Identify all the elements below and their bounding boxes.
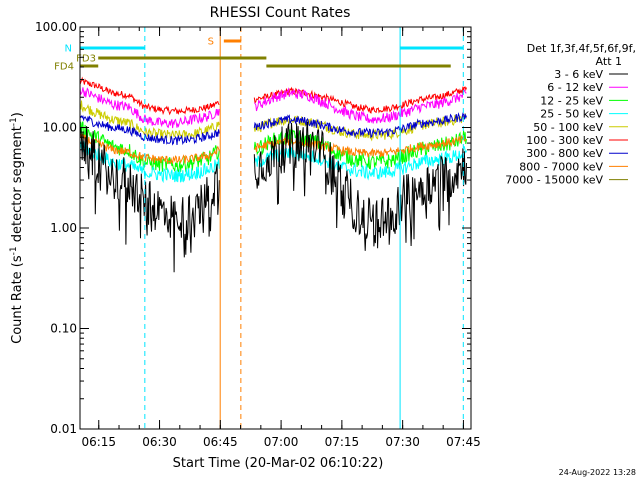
x-tick-label-2: 06:45 <box>203 435 238 449</box>
series-line-6-1 <box>80 114 220 146</box>
x-axis: 06:15 06:30 06:45 07:00 07:15 07:30 07:45 <box>81 27 481 449</box>
x-tick-label-1: 06:30 <box>142 435 177 449</box>
y-axis-label-end: detector segment <box>10 126 25 246</box>
y-axis-label-sup2: -1 <box>9 117 19 126</box>
legend-header-1: Det 1f,3f,4f,5f,6f,9f, <box>527 42 636 55</box>
legend-header-2: Att 1 <box>596 55 622 68</box>
series-line-0-2 <box>253 121 467 251</box>
y-axis: 100.00 10.00 1.00 0.10 0.01 <box>35 20 471 436</box>
x-tick-label-4: 07:15 <box>325 435 360 449</box>
x-tick-label-5: 07:30 <box>385 435 420 449</box>
series-line-2-1 <box>80 121 220 174</box>
footer-date: 24-Aug-2022 13:28 <box>559 468 636 477</box>
x-tick-label-0: 06:15 <box>81 435 116 449</box>
series-line-6-2 <box>253 112 467 139</box>
legend-label-5: 100 - 300 keV <box>526 134 603 147</box>
series-layer <box>80 76 467 273</box>
legend-label-7: 800 - 7000 keV <box>519 160 603 173</box>
chart-title: RHESSI Count Rates <box>210 5 351 21</box>
y-tick-label-1: 10.00 <box>43 121 77 135</box>
bar-label-s: S <box>208 37 214 48</box>
y-axis-label-close: ) <box>10 112 25 117</box>
series-line-5-1 <box>80 76 220 116</box>
bar-label-fd3: FD3 <box>76 54 96 65</box>
y-axis-label-main: Count Rate (s <box>10 255 25 344</box>
bar-label-fd4: FD4 <box>54 62 74 73</box>
legend-label-3: 25 - 50 keV <box>540 108 603 121</box>
plot-frame <box>79 26 472 430</box>
bar-label-n: N <box>65 44 72 55</box>
legend: Det 1f,3f,4f,5f,6f,9f, Att 1 <box>527 42 636 68</box>
series-line-0-1 <box>80 126 220 273</box>
series-line-1-2 <box>253 87 467 124</box>
legend-label-2: 12 - 25 keV <box>540 94 603 107</box>
y-tick-label-3: 0.10 <box>50 322 77 336</box>
legend-label-1: 6 - 12 keV <box>547 81 603 94</box>
x-axis-label: Start Time (20-Mar-02 06:10:22) <box>173 456 384 471</box>
x-tick-label-3: 07:00 <box>264 435 299 449</box>
legend-label-4: 50 - 100 keV <box>533 121 603 134</box>
y-axis-label: Count Rate (s-1 detector segment-1) <box>9 112 25 344</box>
y-tick-label-2: 1.00 <box>50 221 77 235</box>
x-tick-label-6: 07:45 <box>446 435 481 449</box>
y-axis-label-sup: -1 <box>9 246 19 255</box>
y-tick-label-0: 100.00 <box>35 20 77 34</box>
legend-label-0: 3 - 6 keV <box>554 68 603 81</box>
vline-layer <box>144 27 464 429</box>
legend-label-8: 7000 - 15000 keV <box>505 174 603 187</box>
series-line-7-1 <box>80 133 220 164</box>
series-line-2-2 <box>253 129 467 170</box>
legend-label-6: 300 - 800 keV <box>526 147 603 160</box>
series-line-1-1 <box>80 87 220 129</box>
y-tick-label-4: 0.01 <box>50 422 77 436</box>
series-line-5-2 <box>253 86 467 114</box>
